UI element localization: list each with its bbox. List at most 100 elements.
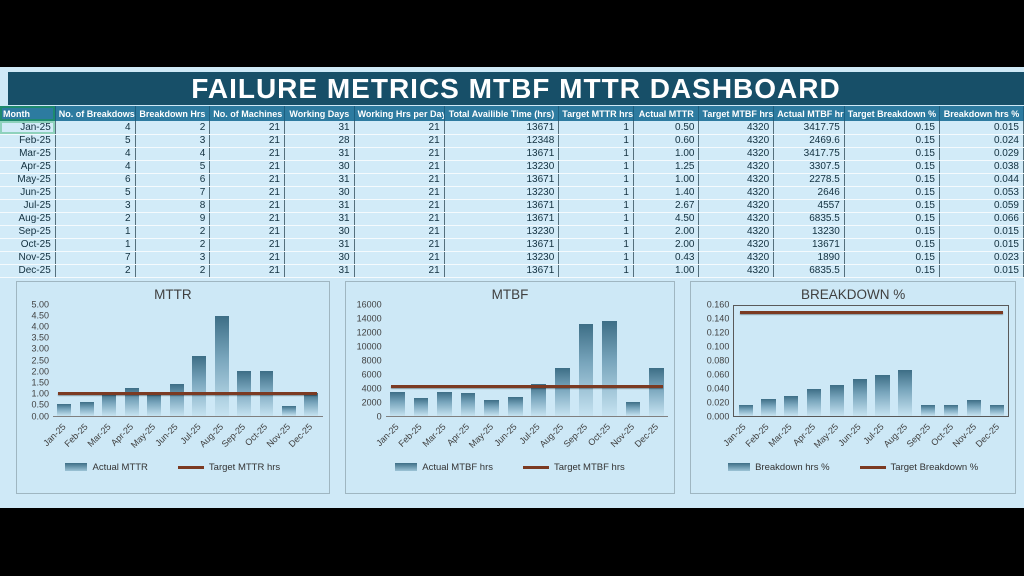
target-line[interactable] [391, 384, 663, 388]
value-cell[interactable]: 21 [354, 238, 445, 252]
value-cell[interactable]: 0.024 [939, 134, 1024, 148]
value-cell[interactable]: 5 [55, 186, 136, 200]
value-cell[interactable]: 0.015 [939, 264, 1024, 278]
value-cell[interactable]: 0.15 [844, 199, 940, 213]
value-cell[interactable]: 4 [55, 121, 136, 135]
bar[interactable] [829, 385, 844, 416]
column-header[interactable]: Breakdown Hrs [135, 106, 211, 121]
value-cell[interactable]: 4320 [698, 160, 775, 174]
value-cell[interactable]: 1 [55, 225, 136, 239]
legend-item[interactable]: Target MTBF hrs [523, 462, 625, 473]
value-cell[interactable]: 3 [55, 199, 136, 213]
value-cell[interactable]: 3417.75 [773, 121, 845, 135]
value-cell[interactable]: 2.00 [633, 238, 700, 252]
value-cell[interactable]: 4 [55, 160, 136, 174]
value-cell[interactable]: 13671 [444, 147, 560, 161]
value-cell[interactable]: 0.15 [844, 225, 940, 239]
value-cell[interactable]: 1 [558, 212, 634, 226]
chart-panel-mtbf[interactable]: MTBF 0 2000 4000 6000 8000 10000 12000 14000 1600… [344, 280, 676, 494]
value-cell[interactable]: 0.053 [939, 186, 1024, 200]
legend-item[interactable]: Target Breakdown % [859, 462, 978, 473]
value-cell[interactable]: 0.044 [939, 173, 1024, 187]
value-cell[interactable]: 0.029 [939, 147, 1024, 161]
bar[interactable] [738, 405, 753, 416]
bar[interactable] [147, 393, 162, 416]
value-cell[interactable]: 13230 [444, 251, 560, 265]
chart-panel-breakdown[interactable]: BREAKDOWN % 0.000 0.020 0.040 0.060 0.080 0.10… [690, 280, 1016, 494]
value-cell[interactable]: 31 [284, 147, 355, 161]
value-cell[interactable]: 2 [135, 121, 211, 135]
bar[interactable] [943, 405, 959, 416]
value-cell[interactable]: 13671 [444, 121, 560, 135]
column-header[interactable]: Working Hrs per Day [354, 106, 445, 121]
value-cell[interactable]: 21 [209, 225, 285, 239]
legend-item[interactable]: Breakdown hrs % [728, 462, 830, 473]
column-header[interactable]: Target Breakdown % [844, 106, 940, 121]
value-cell[interactable]: 4320 [698, 212, 775, 226]
value-cell[interactable]: 0.015 [939, 121, 1024, 135]
value-cell[interactable]: 6 [55, 173, 136, 187]
value-cell[interactable]: 21 [209, 199, 285, 213]
target-line[interactable] [58, 392, 318, 396]
value-cell[interactable]: 2278.5 [773, 173, 845, 187]
value-cell[interactable]: 4320 [698, 238, 775, 252]
value-cell[interactable]: 21 [354, 251, 445, 265]
value-cell[interactable]: 1.40 [633, 186, 700, 200]
bar[interactable] [555, 368, 570, 416]
value-cell[interactable]: 0.15 [844, 186, 940, 200]
value-cell[interactable]: 21 [354, 147, 445, 161]
value-cell[interactable]: 31 [284, 121, 355, 135]
value-cell[interactable]: 1 [558, 186, 634, 200]
column-header[interactable]: No. of Breakdows [55, 106, 136, 121]
value-cell[interactable]: 0.15 [844, 160, 940, 174]
value-cell[interactable]: 21 [354, 134, 445, 148]
legend-item[interactable]: Actual MTTR [65, 462, 148, 473]
value-cell[interactable]: 13230 [773, 225, 845, 239]
value-cell[interactable]: 6 [135, 173, 211, 187]
value-cell[interactable]: 1 [558, 173, 634, 187]
bar[interactable] [57, 404, 72, 416]
value-cell[interactable]: 4320 [698, 173, 775, 187]
value-cell[interactable]: 30 [284, 186, 355, 200]
bar[interactable] [966, 399, 981, 416]
value-cell[interactable]: 13671 [444, 238, 560, 252]
value-cell[interactable]: 0.15 [844, 212, 940, 226]
column-header[interactable]: No. of Machines [209, 106, 285, 121]
value-cell[interactable]: 21 [209, 238, 285, 252]
bar[interactable] [169, 384, 184, 416]
bar[interactable] [437, 391, 452, 416]
target-line[interactable] [739, 311, 1003, 315]
value-cell[interactable]: 21 [354, 121, 445, 135]
bar[interactable] [304, 393, 319, 416]
bar[interactable] [390, 391, 405, 416]
value-cell[interactable]: 2.00 [633, 225, 700, 239]
column-header[interactable]: Target MTBF hrs [698, 106, 775, 121]
month-cell[interactable]: Nov-25 [0, 251, 56, 265]
value-cell[interactable]: 1.00 [633, 264, 700, 278]
value-cell[interactable]: 0.15 [844, 134, 940, 148]
bar[interactable] [875, 374, 890, 416]
value-cell[interactable]: 31 [284, 212, 355, 226]
value-cell[interactable]: 4557 [773, 199, 845, 213]
value-cell[interactable]: 0.066 [939, 212, 1024, 226]
month-cell[interactable]: Jul-25 [0, 199, 56, 213]
bar[interactable] [649, 368, 664, 416]
column-header[interactable]: Target MTTR hrs [558, 106, 634, 121]
month-cell[interactable]: Oct-25 [0, 238, 56, 252]
value-cell[interactable]: 31 [284, 199, 355, 213]
bar[interactable] [578, 323, 594, 416]
value-cell[interactable]: 2 [55, 264, 136, 278]
value-cell[interactable]: 1.00 [633, 147, 700, 161]
bar[interactable] [807, 389, 822, 416]
value-cell[interactable]: 0.15 [844, 238, 940, 252]
value-cell[interactable]: 2646 [773, 186, 845, 200]
value-cell[interactable]: 1 [558, 199, 634, 213]
value-cell[interactable]: 30 [284, 251, 355, 265]
value-cell[interactable]: 21 [209, 173, 285, 187]
value-cell[interactable]: 13671 [444, 212, 560, 226]
value-cell[interactable]: 0.059 [939, 199, 1024, 213]
value-cell[interactable]: 0.023 [939, 251, 1024, 265]
bar[interactable] [921, 405, 936, 416]
value-cell[interactable]: 21 [209, 134, 285, 148]
value-cell[interactable]: 3 [135, 134, 211, 148]
